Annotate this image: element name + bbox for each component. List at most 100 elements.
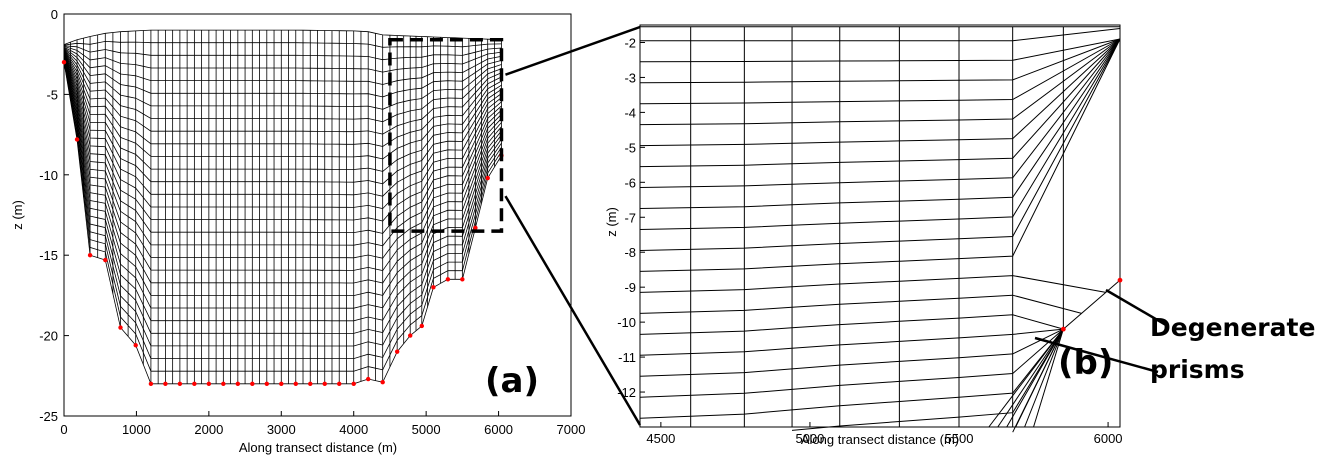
y-tick-label: -2	[624, 35, 636, 50]
mesh-layer-line	[63, 48, 502, 110]
y-tick-label: 0	[51, 7, 58, 22]
mesh-layer-line	[639, 328, 1064, 398]
bathymetry-node	[473, 225, 478, 231]
mesh-layer-line	[63, 53, 502, 222]
mesh-layer-line	[639, 328, 1064, 356]
mesh-layer-line	[63, 58, 502, 309]
y-tick-label: -6	[624, 175, 636, 190]
y-tick-label: -5	[624, 140, 636, 155]
bathymetry-node	[61, 60, 67, 65]
x-tick-label: 5000	[795, 431, 824, 446]
bathymetry-node	[485, 175, 490, 181]
mesh-layer-line	[63, 62, 502, 385]
panel-b-label: (b)	[1058, 343, 1113, 383]
bathymetry-node	[408, 333, 413, 338]
bathymetry-node	[1117, 277, 1123, 283]
mesh-layer-line	[63, 48, 502, 123]
mesh-layer-line	[63, 60, 502, 360]
annotation-line-1: Degenerate	[1150, 313, 1315, 342]
x-tick-label: 6000	[484, 422, 513, 437]
mesh-layer-line	[63, 54, 502, 234]
mesh-layer-line	[63, 59, 502, 334]
mesh-layer-line	[639, 38, 1121, 168]
bathymetry-node	[293, 381, 298, 387]
mesh-layer-line	[63, 50, 502, 160]
bathymetry-node	[445, 277, 451, 282]
mesh-layer-line	[639, 38, 1121, 188]
bathymetry-node	[279, 381, 284, 387]
bathymetry-node	[177, 381, 183, 387]
y-tick-label: -4	[624, 105, 636, 120]
bathymetry-node	[133, 343, 138, 348]
mesh-layer-line	[639, 314, 1064, 335]
mesh-layer-line	[63, 61, 502, 372]
panel-a-mesh	[63, 29, 502, 385]
y-tick-label: -15	[39, 248, 58, 263]
mesh-layer-line	[639, 38, 1121, 126]
bathymetry-node	[431, 285, 436, 290]
mesh-layer-line	[63, 49, 502, 135]
annotation-line-2: prisms	[1150, 355, 1245, 384]
x-tick-label: 5000	[412, 422, 441, 437]
mesh-layer-line	[63, 46, 502, 85]
panel-b-bathymetry-nodes	[1060, 277, 1123, 332]
mesh-layer-line	[639, 328, 1064, 377]
panel-a-frame	[63, 13, 572, 417]
x-tick-label: 0	[60, 422, 67, 437]
mesh-layer-line	[639, 38, 1121, 230]
bathymetry-node	[419, 323, 424, 329]
y-tick-label: -7	[624, 210, 636, 225]
bathymetry-node	[394, 349, 400, 354]
panel-b-mesh	[639, 26, 1121, 433]
mesh-layer-line	[639, 38, 1121, 209]
panel-b-x-ticks: 4500 5000 5500 6000	[646, 422, 1123, 446]
panel-b: 4500 5000 5500 6000 -2-3-4-5-6-7-8-9-10-11-…	[604, 24, 1315, 447]
x-tick-label: 3000	[267, 422, 296, 437]
x-tick-label: 5500	[945, 431, 974, 446]
mesh-layer-line	[63, 57, 502, 284]
mesh-layer-line	[63, 45, 502, 61]
bathymetry-node	[322, 381, 327, 387]
mesh-layer-line	[639, 38, 1121, 251]
bathymetry-node	[308, 381, 313, 387]
bathymetry-node	[103, 257, 108, 263]
panel-a-y-ticks: 0 -5 -10 -15 -20 -25	[39, 7, 69, 424]
bathymetry-node	[250, 381, 255, 387]
mesh-layer-line	[639, 294, 1082, 314]
mesh-layer-line	[639, 38, 1121, 84]
x-tick-label: 1000	[122, 422, 151, 437]
panel-a-label: (a)	[485, 361, 539, 401]
mesh-layer-line	[63, 55, 502, 259]
mesh-layer-line	[791, 328, 1064, 431]
panel-a-x-ticks: 0 1000 2000 3000 4000 5000 6000 7000	[60, 411, 585, 437]
mesh-layer-line	[639, 328, 1064, 419]
degenerate-prism-edge	[1024, 328, 1064, 428]
bathymetry-node	[192, 381, 197, 387]
annotation-arrow-2	[1034, 336, 1159, 374]
y-tick-label: -12	[617, 385, 636, 400]
y-tick-label: -5	[46, 87, 58, 102]
bathymetry-edge	[1063, 279, 1121, 330]
degenerate-prism-edge	[997, 328, 1064, 428]
mesh-layer-line	[640, 28, 1121, 42]
panel-a-bathymetry-nodes	[61, 60, 504, 387]
zoom-connector-bottom	[504, 195, 642, 426]
bathymetry-node	[148, 381, 154, 387]
mesh-layer-line	[63, 40, 502, 48]
mesh-layer-line	[63, 56, 502, 272]
x-tick-label: 6000	[1094, 431, 1123, 446]
bathymetry-node	[235, 381, 241, 387]
bathymetry-node	[163, 381, 168, 387]
y-tick-label: -9	[624, 280, 636, 295]
mesh-layer-line	[63, 59, 502, 322]
degenerate-prism-edge	[1015, 328, 1064, 428]
mesh-layer-line	[639, 38, 1121, 147]
mesh-layer-line	[63, 51, 502, 172]
bathymetry-node	[74, 137, 80, 142]
mesh-layer-line	[63, 53, 502, 210]
bathymetry-node	[351, 381, 356, 387]
degenerate-prism-edge	[1006, 328, 1064, 428]
panel-b-xlabel: Along transect distance (m)	[801, 432, 959, 447]
bathymetry-node	[460, 277, 465, 282]
